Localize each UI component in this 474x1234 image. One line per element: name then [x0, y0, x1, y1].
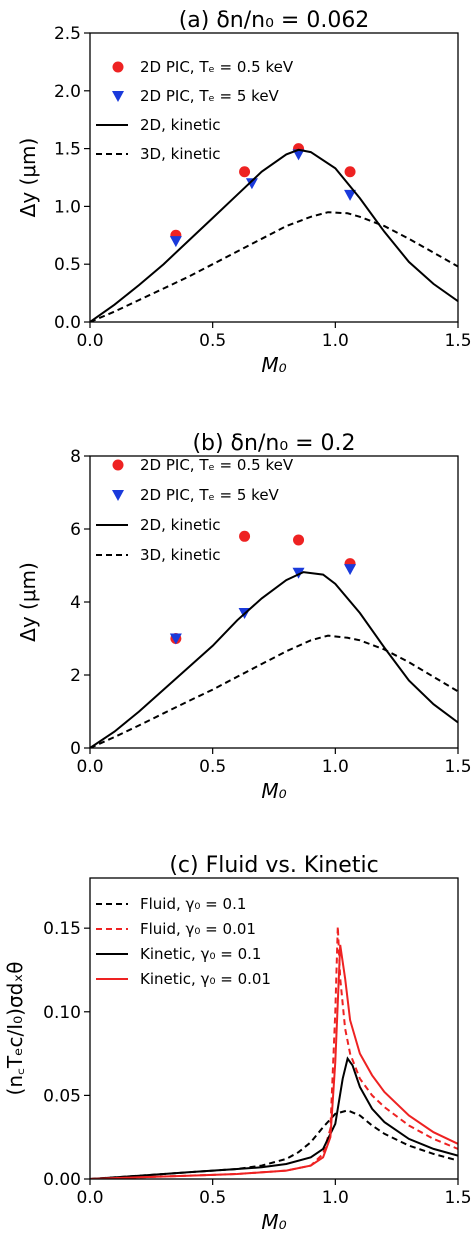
x-tick-label: 1.5: [444, 331, 471, 351]
axes-frame: [89, 455, 459, 749]
legend-label: 2D PIC, Tₑ = 5 keV: [140, 87, 280, 105]
series-line: [90, 926, 458, 1179]
x-axis-label: M₀: [261, 1210, 286, 1234]
axes-frame: [89, 32, 459, 323]
series-line: [90, 944, 458, 1179]
data-point: [239, 166, 251, 178]
y-axis-label: Δy (μm): [16, 562, 40, 642]
data-point: [344, 564, 357, 576]
y-tick-label: 8: [70, 447, 81, 467]
series-line: [90, 634, 458, 748]
y-tick-label: 2.0: [54, 82, 81, 102]
x-tick-label: 1.5: [444, 757, 471, 777]
data-point: [344, 166, 356, 178]
legend-label: Fluid, γ₀ = 0.01: [140, 920, 256, 938]
chart-panel-1: (b) δn/n₀ = 0.2 0.0 0.5 1.0 1.5 0 2 4 6 8 M₀ Δy (μm…: [16, 431, 472, 803]
chart-panel-2: (c) Fluid vs. Kinetic 0.0 0.5 1.0 1.5 0.00 0.0…: [3, 853, 472, 1234]
legend-label: Kinetic, γ₀ = 0.1: [140, 945, 261, 963]
legend-symbol: [112, 459, 124, 471]
data-point: [169, 236, 182, 248]
data-point: [292, 149, 305, 161]
chart-title: (a) δn/n₀ = 0.062: [179, 8, 370, 33]
chart-title: (b) δn/n₀ = 0.2: [192, 431, 355, 456]
x-axis-label: M₀: [261, 779, 286, 803]
x-tick-label: 0.5: [199, 757, 226, 777]
y-tick-label: 0.5: [54, 255, 81, 275]
axes-frame: [89, 877, 459, 1180]
series-line: [90, 571, 458, 748]
x-tick-label: 0.0: [76, 331, 103, 351]
y-tick-label: 0.00: [43, 1170, 81, 1190]
y-tick-label: 0: [70, 739, 81, 759]
x-tick-label: 1.0: [322, 1188, 349, 1208]
legend-symbol: [112, 91, 124, 102]
legend-label: 2D PIC, Tₑ = 5 keV: [140, 486, 280, 504]
data-point: [245, 178, 258, 190]
series-line: [90, 148, 458, 322]
data-point: [344, 189, 357, 201]
y-tick-label: 4: [70, 593, 81, 613]
y-tick-label: 2.5: [54, 24, 81, 44]
data-point: [293, 534, 305, 546]
plot-area: [90, 530, 458, 748]
legend-symbol: [112, 61, 124, 73]
series-line: [90, 211, 458, 322]
plot-area: [90, 143, 458, 322]
x-tick-label: 0.0: [76, 1188, 103, 1208]
y-tick-label: 0.10: [43, 1003, 81, 1023]
legend-label: 2D, kinetic: [140, 116, 221, 134]
y-axis-label: Δy (μm): [16, 138, 40, 218]
x-tick-label: 1.5: [444, 1188, 471, 1208]
legend-label: 3D, kinetic: [140, 145, 221, 163]
x-tick-label: 0.5: [199, 331, 226, 351]
y-tick-label: 0.05: [43, 1086, 81, 1106]
legend-symbol: [112, 490, 124, 501]
x-tick-label: 1.0: [322, 331, 349, 351]
data-point: [239, 530, 251, 542]
data-point: [169, 633, 182, 645]
legend-label: Kinetic, γ₀ = 0.01: [140, 970, 271, 988]
legend-label: 3D, kinetic: [140, 546, 221, 564]
y-axis-label: (n꜀Tₑc/I₀)σdₓθ: [3, 962, 27, 1096]
series-line: [90, 1056, 458, 1179]
y-tick-label: 1.0: [54, 197, 81, 217]
x-tick-label: 0.5: [199, 1188, 226, 1208]
y-tick-label: 6: [70, 520, 81, 540]
x-tick-label: 1.0: [322, 757, 349, 777]
x-tick-label: 0.0: [76, 757, 103, 777]
chart-panel-0: (a) δn/n₀ = 0.062 0.0 0.5 1.0 1.5 0.0 0.5 1.0 1.…: [16, 8, 472, 377]
y-tick-label: 2: [70, 666, 81, 686]
legend-label: Fluid, γ₀ = 0.1: [140, 895, 246, 913]
legend-label: 2D PIC, Tₑ = 0.5 keV: [140, 456, 294, 474]
y-tick-label: 0.0: [54, 313, 81, 333]
legend-label: 2D, kinetic: [140, 516, 221, 534]
chart-title: (c) Fluid vs. Kinetic: [169, 853, 378, 878]
plot-area: [90, 926, 458, 1179]
y-tick-label: 0.15: [43, 919, 81, 939]
y-tick-label: 1.5: [54, 140, 81, 160]
x-axis-label: M₀: [261, 353, 286, 377]
legend-label: 2D PIC, Tₑ = 0.5 keV: [140, 58, 294, 76]
